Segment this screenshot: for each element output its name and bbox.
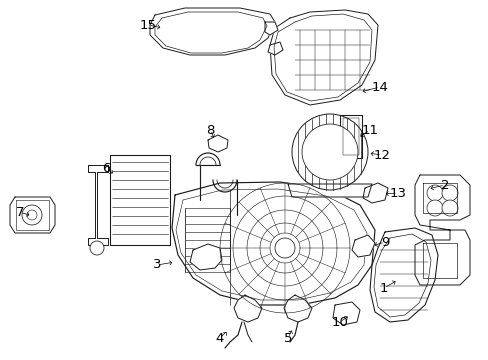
- Polygon shape: [284, 295, 311, 322]
- Polygon shape: [150, 8, 274, 55]
- Polygon shape: [369, 228, 437, 322]
- Text: 8: 8: [205, 123, 214, 136]
- Text: 7: 7: [16, 206, 24, 219]
- Polygon shape: [414, 175, 469, 285]
- Text: 10: 10: [331, 315, 348, 328]
- Circle shape: [302, 124, 357, 180]
- Polygon shape: [10, 197, 55, 233]
- Circle shape: [27, 210, 37, 220]
- Circle shape: [291, 114, 367, 190]
- Text: 4: 4: [215, 332, 224, 345]
- Polygon shape: [234, 295, 262, 322]
- Text: 2: 2: [440, 179, 448, 192]
- Text: 3: 3: [152, 258, 161, 271]
- Text: 9: 9: [380, 235, 388, 248]
- Text: 11: 11: [361, 123, 378, 136]
- Polygon shape: [110, 155, 170, 245]
- Polygon shape: [190, 244, 222, 270]
- Polygon shape: [351, 235, 374, 257]
- Polygon shape: [339, 115, 361, 158]
- Polygon shape: [172, 182, 374, 305]
- Text: 14: 14: [371, 81, 387, 94]
- Polygon shape: [287, 184, 371, 197]
- Text: 15: 15: [139, 18, 156, 32]
- Polygon shape: [269, 10, 377, 105]
- Text: 12: 12: [373, 149, 390, 162]
- Text: 6: 6: [102, 162, 110, 175]
- Polygon shape: [332, 302, 359, 325]
- Text: 5: 5: [283, 332, 292, 345]
- Text: 13: 13: [389, 186, 406, 199]
- Polygon shape: [207, 135, 227, 152]
- Polygon shape: [362, 183, 387, 203]
- Polygon shape: [88, 165, 108, 245]
- Circle shape: [441, 200, 457, 216]
- Circle shape: [426, 200, 442, 216]
- Circle shape: [441, 185, 457, 201]
- Circle shape: [90, 241, 104, 255]
- Circle shape: [22, 205, 42, 225]
- Polygon shape: [267, 42, 283, 55]
- Text: 1: 1: [379, 282, 387, 294]
- Circle shape: [426, 185, 442, 201]
- Circle shape: [274, 238, 294, 258]
- Polygon shape: [264, 22, 278, 35]
